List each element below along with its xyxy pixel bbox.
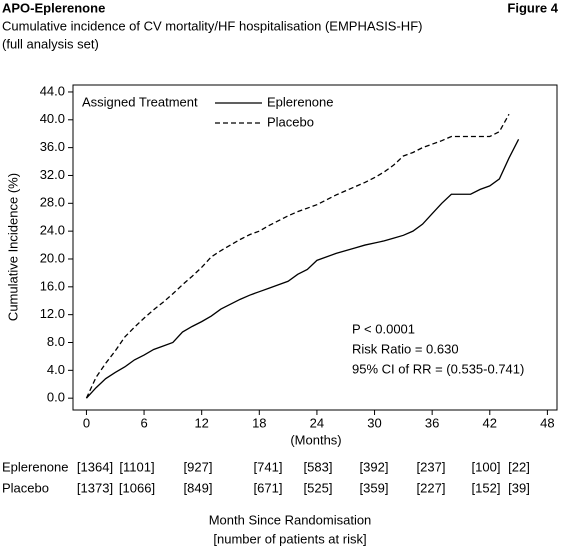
risk-cell: [1373] <box>77 480 113 495</box>
subtitle: (full analysis set) <box>2 36 99 51</box>
x-tick-label: 42 <box>483 415 497 430</box>
title: APO-Eplerenone <box>2 0 105 15</box>
legend-label: Eplerenone <box>267 94 334 109</box>
x-tick-label: 0 <box>83 415 90 430</box>
y-tick-label: 40.0 <box>40 111 65 126</box>
y-tick-label: 12.0 <box>40 306 65 321</box>
x-tick-label: 30 <box>367 415 381 430</box>
figure-label: Figure 4 <box>507 0 558 15</box>
risk-cell: [227] <box>417 480 446 495</box>
y-tick-label: 8.0 <box>47 334 65 349</box>
y-tick-label: 24.0 <box>40 223 65 238</box>
risk-cell: [1101] <box>119 459 154 474</box>
annotation: 95% CI of RR = (0.535-0.741) <box>352 361 524 376</box>
y-tick-label: 32.0 <box>40 167 65 182</box>
row-label: Placebo <box>2 480 49 495</box>
risk-cell: [392] <box>360 459 389 474</box>
annotation: P < 0.0001 <box>352 321 415 336</box>
y-tick-label: 20.0 <box>40 250 65 265</box>
risk-cell: [927] <box>184 459 213 474</box>
risk-cell: [849] <box>184 480 213 495</box>
y-tick-label: 0.0 <box>47 390 65 405</box>
y-tick-label: 44.0 <box>40 83 65 98</box>
row-label: Eplerenone <box>2 459 69 474</box>
x-tick-label: 48 <box>540 415 554 430</box>
x-tick-label: 12 <box>194 415 208 430</box>
risk-cell: [359] <box>360 480 389 495</box>
risk-cell: [671] <box>254 480 283 495</box>
table-title: [number of patients at risk] <box>213 531 366 546</box>
y-tick-label: 4.0 <box>47 362 65 377</box>
annotation: Risk Ratio = 0.630 <box>352 341 459 356</box>
risk-cell: [1066] <box>119 480 155 495</box>
risk-cell: [152] <box>472 480 501 495</box>
subtitle: Cumulative incidence of CV mortality/HF … <box>2 18 422 33</box>
risk-cell: [583] <box>304 459 333 474</box>
series-line <box>85 113 510 399</box>
y-tick-label: 16.0 <box>40 278 65 293</box>
legend-title: Assigned Treatment <box>82 94 198 109</box>
x-tick-label: 24 <box>310 415 324 430</box>
table-title: Month Since Randomisation <box>209 512 372 527</box>
risk-cell: [237] <box>417 459 446 474</box>
risk-cell: [741] <box>254 459 283 474</box>
plot-frame <box>72 84 558 411</box>
y-axis-label: Cumulative Incidence (%) <box>5 173 20 321</box>
risk-cell: [39] <box>508 480 530 495</box>
risk-cell: [22] <box>508 459 530 474</box>
series-line <box>85 138 520 399</box>
x-tick-label: 18 <box>252 415 266 430</box>
y-tick-label: 36.0 <box>40 139 65 154</box>
risk-cell: [525] <box>304 480 333 495</box>
x-tick-label: 6 <box>140 415 147 430</box>
risk-cell: [100] <box>472 459 501 474</box>
x-axis-label: (Months) <box>290 432 341 447</box>
legend-label: Placebo <box>267 114 314 129</box>
risk-cell: [1364] <box>77 459 113 474</box>
y-tick-label: 28.0 <box>40 195 65 210</box>
x-tick-label: 36 <box>425 415 439 430</box>
